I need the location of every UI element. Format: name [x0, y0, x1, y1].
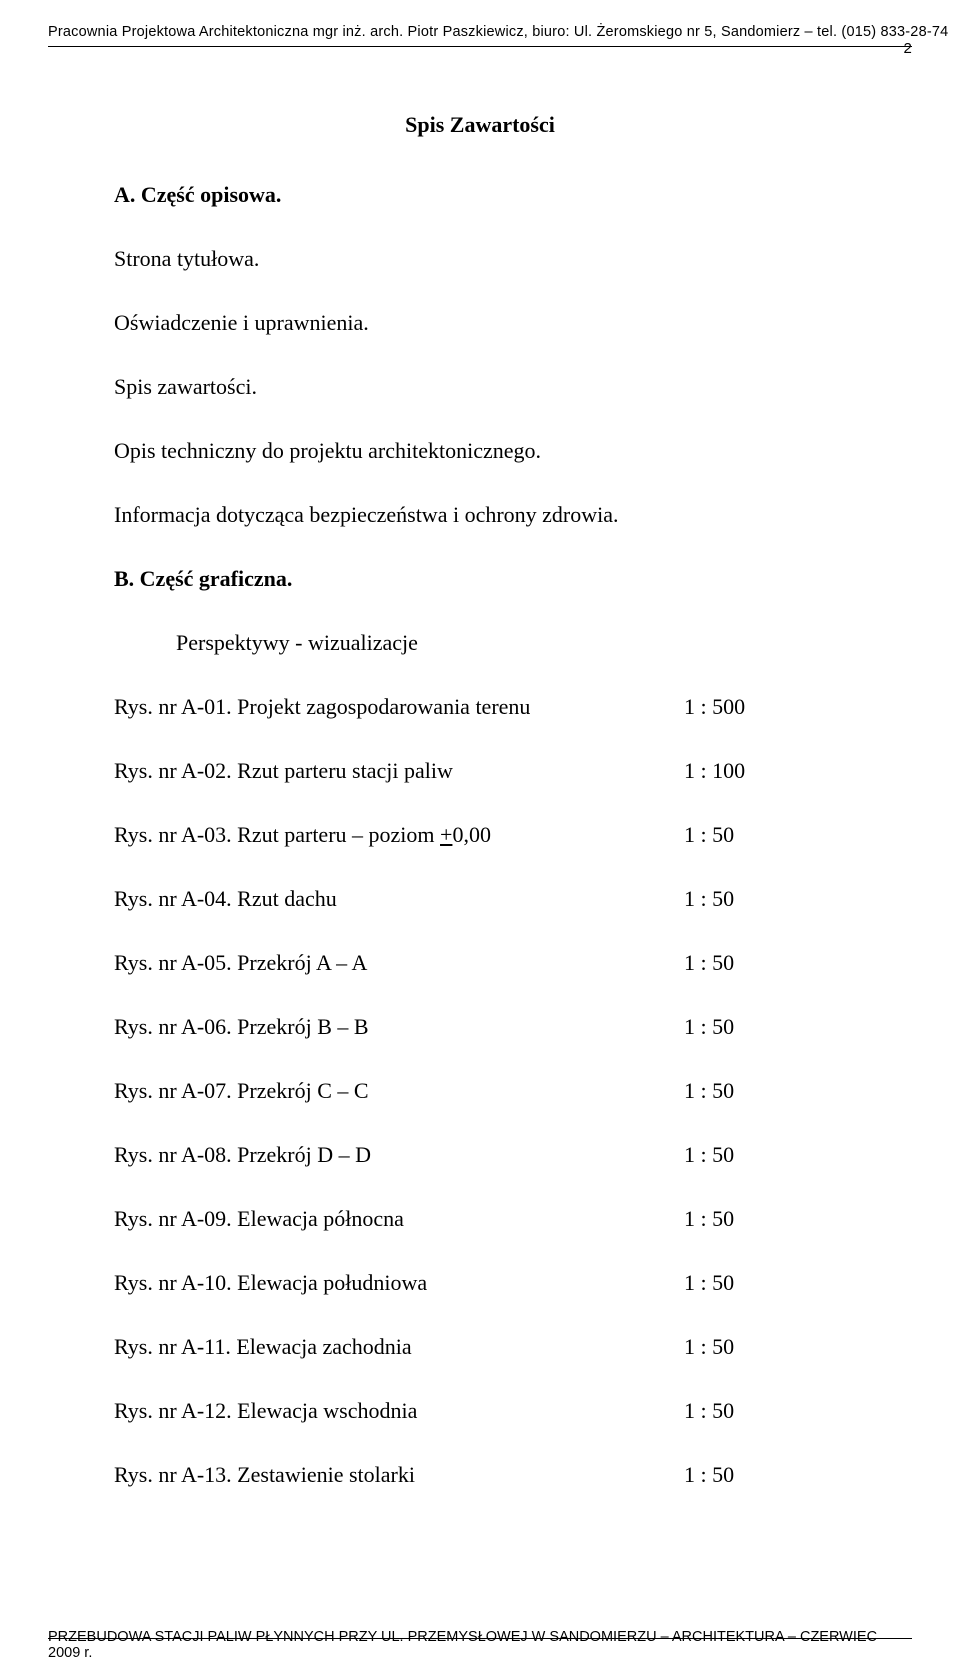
drawing-label: Rys. nr A-10. Elewacja południowa	[114, 1270, 684, 1296]
content-area: Spis Zawartości A. Część opisowa. Strona…	[114, 112, 846, 1526]
drawing-label: Rys. nr A-13. Zestawienie stolarki	[114, 1462, 684, 1488]
drawing-label: Rys. nr A-12. Elewacja wschodnia	[114, 1398, 684, 1424]
drawing-row: Rys. nr A-04. Rzut dachu 1 : 50	[114, 886, 846, 912]
drawing-row: Rys. nr A-08. Przekrój D – D 1 : 50	[114, 1142, 846, 1168]
part-b-heading: B. Część graficzna.	[114, 566, 846, 592]
drawing-row: Rys. nr A-11. Elewacja zachodnia 1 : 50	[114, 1334, 846, 1360]
part-a-item: Spis zawartości.	[114, 374, 846, 400]
drawing-scale: 1 : 50	[684, 1078, 734, 1104]
drawing-row: Rys. nr A-06. Przekrój B – B 1 : 50	[114, 1014, 846, 1040]
drawing-row: Rys. nr A-09. Elewacja północna 1 : 50	[114, 1206, 846, 1232]
level-rest: 0,00	[452, 822, 491, 847]
drawing-scale: 1 : 50	[684, 1462, 734, 1488]
drawing-scale: 1 : 50	[684, 1014, 734, 1040]
drawing-scale: 1 : 100	[684, 758, 745, 784]
drawing-label: Rys. nr A-02. Rzut parteru stacji paliw	[114, 758, 684, 784]
drawing-scale: 1 : 50	[684, 1270, 734, 1296]
document-page: Pracownia Projektowa Architektoniczna mg…	[0, 0, 960, 1677]
drawing-scale: 1 : 50	[684, 950, 734, 976]
drawing-row: Rys. nr A-12. Elewacja wschodnia 1 : 50	[114, 1398, 846, 1424]
drawing-row: Rys. nr A-02. Rzut parteru stacji paliw …	[114, 758, 846, 784]
level-plus: +	[440, 822, 452, 847]
drawing-row: Rys. nr A-05. Przekrój A – A 1 : 50	[114, 950, 846, 976]
drawing-label: Rys. nr A-01. Projekt zagospodarowania t…	[114, 694, 684, 720]
drawing-scale: 1 : 50	[684, 822, 734, 848]
part-a-item: Oświadczenie i uprawnienia.	[114, 310, 846, 336]
drawing-row: Rys. nr A-07. Przekrój C – C 1 : 50	[114, 1078, 846, 1104]
drawing-row: Rys. nr A-01. Projekt zagospodarowania t…	[114, 694, 846, 720]
drawing-scale: 1 : 50	[684, 1142, 734, 1168]
part-a-item: Informacja dotycząca bezpieczeństwa i oc…	[114, 502, 846, 528]
drawing-label: Rys. nr A-09. Elewacja północna	[114, 1206, 684, 1232]
drawing-scale: 1 : 50	[684, 1206, 734, 1232]
drawing-row: Rys. nr A-03. Rzut parteru – poziom +0,0…	[114, 822, 846, 848]
page-number: 2	[903, 40, 912, 57]
drawing-label: Rys. nr A-07. Przekrój C – C	[114, 1078, 684, 1104]
drawing-row: Rys. nr A-10. Elewacja południowa 1 : 50	[114, 1270, 846, 1296]
header-text-line: Pracownia Projektowa Architektoniczna mg…	[48, 24, 912, 57]
part-a-heading: A. Część opisowa.	[114, 182, 846, 208]
drawing-label: Rys. nr A-03. Rzut parteru – poziom +0,0…	[114, 822, 684, 848]
drawing-scale: 1 : 50	[684, 1334, 734, 1360]
drawing-scale: 1 : 50	[684, 1398, 734, 1424]
drawing-label: Rys. nr A-04. Rzut dachu	[114, 886, 684, 912]
header-text: Pracownia Projektowa Architektoniczna mg…	[48, 24, 948, 40]
drawing-row: Rys. nr A-13. Zestawienie stolarki 1 : 5…	[114, 1462, 846, 1488]
drawing-label: Rys. nr A-05. Przekrój A – A	[114, 950, 684, 976]
part-a-item: Opis techniczny do projektu architektoni…	[114, 438, 846, 464]
part-b-sub: Perspektywy - wizualizacje	[176, 630, 846, 656]
drawing-label: Rys. nr A-06. Przekrój B – B	[114, 1014, 684, 1040]
drawing-label: Rys. nr A-11. Elewacja zachodnia	[114, 1334, 684, 1360]
drawing-label: Rys. nr A-08. Przekrój D – D	[114, 1142, 684, 1168]
drawing-label-prefix: Rys. nr A-03. Rzut parteru – poziom	[114, 822, 440, 847]
drawing-scale: 1 : 500	[684, 694, 745, 720]
part-a-item: Strona tytułowa.	[114, 246, 846, 272]
header-rule	[48, 46, 912, 47]
footer-text: PRZEBUDOWA STACJI PALIW PŁYNNYCH PRZY UL…	[48, 1629, 912, 1661]
toc-title: Spis Zawartości	[114, 112, 846, 138]
drawing-scale: 1 : 50	[684, 886, 734, 912]
